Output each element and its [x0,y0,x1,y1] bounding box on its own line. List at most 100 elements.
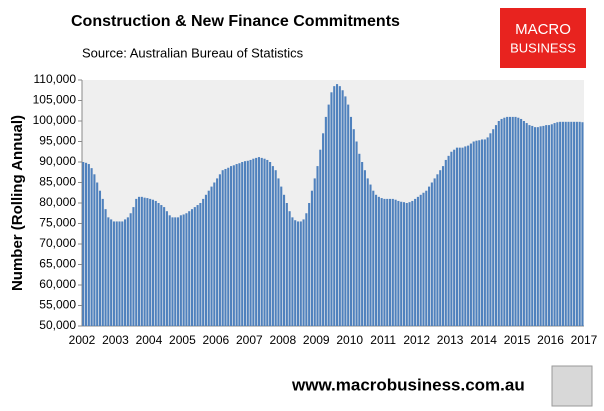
bar [241,162,244,326]
bar [503,117,506,326]
bar [400,201,403,326]
bar [82,162,85,326]
bar [126,217,129,326]
bar [405,203,408,326]
x-tick-label: 2003 [102,333,129,347]
bar [90,168,93,326]
bar [483,139,486,326]
bar [433,178,436,326]
bar [110,219,113,326]
x-tick-label: 2014 [470,333,497,347]
x-tick-label: 2013 [437,333,464,347]
bar [196,205,199,326]
bar [177,217,180,326]
bar [277,178,280,326]
bar [143,197,146,326]
bar [372,190,375,326]
bar [101,198,104,326]
bar [302,219,305,326]
y-axis-label: Number (Rolling Annual) [9,115,26,291]
bar [280,186,283,326]
x-tick-label: 2008 [269,333,296,347]
bar [224,168,227,326]
bar [450,151,453,326]
bar [269,162,272,326]
bar [534,127,537,327]
bar [547,125,551,326]
y-tick-label: 110,000 [34,72,77,86]
bar [545,125,548,326]
logo-text: MACRO [515,21,571,38]
bar [179,215,182,326]
bar [285,203,288,326]
bar [299,221,302,326]
bar [349,116,353,327]
bar [305,213,308,326]
bar [230,166,233,326]
bar [414,198,417,326]
bar [252,158,255,326]
bar [539,126,542,326]
bar [436,174,439,326]
bar [500,118,503,326]
bar [464,146,467,326]
bar [522,121,525,326]
chart-subtitle: Source: Australian Bureau of Statistics [82,45,304,60]
bar [257,157,260,326]
y-tick-label: 70,000 [39,236,76,250]
bar [494,125,498,326]
bar [283,194,286,326]
bar [525,123,528,326]
bar [475,140,478,326]
bar [388,198,392,326]
bar [104,209,107,326]
bar [425,190,428,326]
bar [341,90,344,326]
bar [308,203,311,326]
bar [84,162,88,326]
bar [489,133,492,326]
bar [486,137,489,326]
bar [514,116,517,327]
bar [271,166,274,326]
bar [288,211,291,326]
bar [313,178,316,326]
footer-url: www.macrobusiness.com.au [291,375,525,394]
y-tick-label: 100,000 [33,113,77,127]
bar [121,221,124,326]
bar [369,184,372,326]
bar [542,125,545,326]
bar [355,141,358,326]
bar [567,121,570,326]
bar [441,166,445,326]
bar [210,186,213,326]
bar [536,127,539,327]
bar [520,118,523,326]
bar [174,217,177,326]
x-tick-label: 2012 [403,333,430,347]
bar [243,161,247,326]
bar [157,203,160,326]
bar [96,182,99,326]
bar [402,202,406,326]
x-tick-label: 2015 [504,333,531,347]
bar [207,190,210,326]
bar [511,116,514,327]
bar [316,166,319,326]
bar [310,190,313,326]
x-tick-label: 2005 [169,333,196,347]
x-tick-label: 2010 [336,333,363,347]
bar [506,116,509,327]
bar [335,84,339,326]
bar [553,123,556,326]
bar [163,207,166,326]
bar [260,157,263,326]
x-tick-label: 2007 [236,333,263,347]
bar [419,194,422,326]
y-tick-label: 65,000 [39,257,76,271]
bar [386,198,389,326]
bar [375,194,378,326]
bar [263,158,266,326]
bar [380,198,383,326]
